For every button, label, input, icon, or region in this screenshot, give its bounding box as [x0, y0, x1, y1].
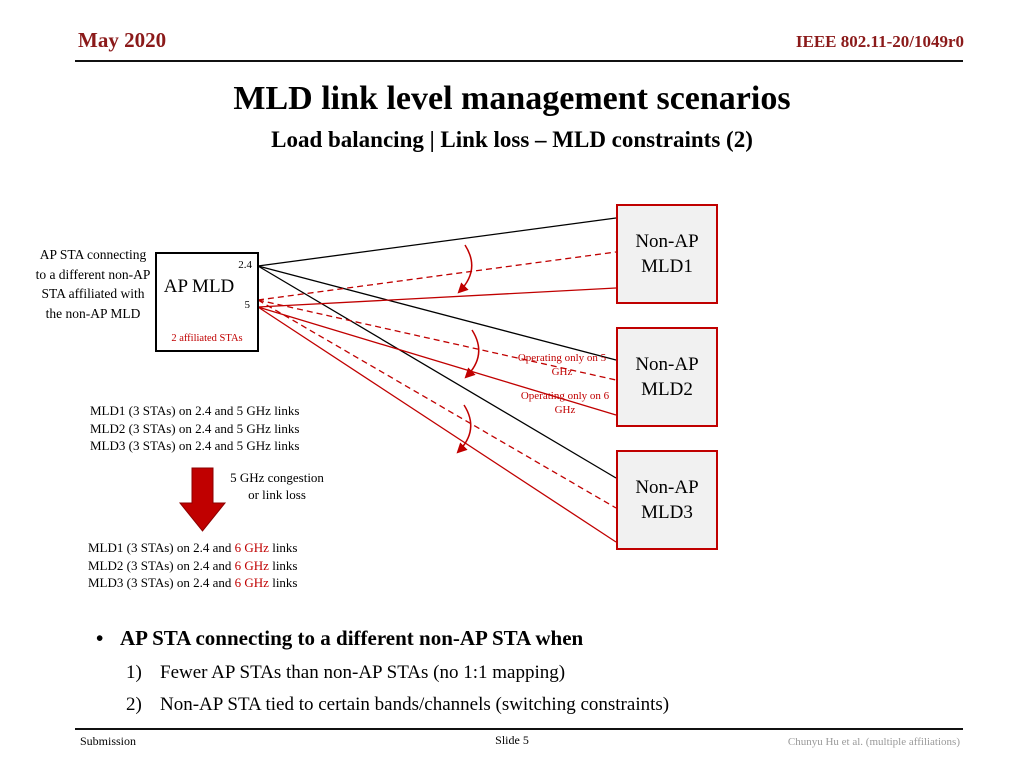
switch-arrow-2 — [464, 329, 480, 379]
link-5-mld1 — [257, 287, 617, 308]
non-ap-mld2-box: Non-AP MLD2 — [616, 327, 718, 427]
bullet-number: 1) — [126, 662, 142, 683]
bullet-number: 2) — [126, 694, 142, 715]
non-ap-mld3-label: Non-AP MLD3 — [635, 477, 699, 523]
list-item-prefix: MLD2 (3 STAs) on 2.4 and — [88, 557, 235, 573]
ap-mld-box: 2.4 5 AP MLD 2 affiliated STAs — [155, 252, 259, 352]
bullet-main: • AP STA connecting to a different non-AP… — [96, 626, 583, 651]
list-item: MLD1 (3 STAs) on 2.4 and 6 GHz links — [88, 539, 298, 557]
list-item-highlight: 6 GHz — [234, 540, 269, 555]
list-item: MLD2 (3 STAs) on 2.4 and 6 GHz links — [88, 557, 298, 575]
footer-submission: Submission — [80, 734, 137, 748]
list-item-suffix: links — [268, 540, 298, 555]
bullet-sub-text: Non-AP STA tied to certain bands/channel… — [160, 694, 670, 715]
list-item: MLD3 (3 STAs) on 2.4 and 6 GHz links — [88, 574, 298, 592]
list-item: MLD2 (3 STAs) on 2.4 and 5 GHz links — [90, 420, 300, 436]
list-item-suffix: links — [268, 575, 298, 590]
transition-label: 5 GHz congestion or link loss — [230, 470, 324, 502]
slide-title: MLD link level management scenarios — [233, 80, 791, 117]
header-doc-number: IEEE 802.11-20/1049r0 — [795, 32, 964, 51]
operating-6ghz-note: Operating only on 6 GHz — [520, 390, 610, 416]
list-item-prefix: MLD1 (3 STAs) on 2.4 and — [88, 540, 235, 555]
link-2-4-mld2 — [257, 265, 617, 361]
header-divider — [75, 60, 963, 62]
slide-subtitle: Load balancing | Link loss – MLD constra… — [271, 127, 753, 152]
list-item-prefix: MLD3 (3 STAs) on 2.4 and — [88, 575, 235, 590]
list-item-suffix: links — [268, 557, 298, 573]
down-arrow-icon — [178, 467, 227, 532]
port-label-5: 5 — [244, 299, 251, 311]
non-ap-mld1-box: Non-AP MLD1 — [616, 204, 718, 304]
non-ap-mld1-label: Non-AP MLD1 — [635, 231, 699, 277]
bullet-main-text: AP STA connecting to a different non-AP … — [120, 626, 584, 650]
list-item-highlight: 6 GHz — [234, 557, 269, 573]
non-ap-mld3-box: Non-AP MLD3 — [616, 450, 718, 550]
list-item: MLD3 (3 STAs) on 2.4 and 5 GHz links — [90, 438, 300, 453]
links-2-4ghz — [257, 217, 617, 479]
footer-divider — [75, 728, 963, 730]
bullet-marker: • — [96, 626, 104, 650]
link-2-4-mld1 — [257, 217, 617, 267]
list-item-highlight: 6 GHz — [234, 575, 269, 590]
switch-arrows — [456, 244, 480, 454]
link-5-mld3 — [257, 306, 617, 543]
switch-arrow-1 — [457, 244, 473, 294]
affiliated-stas-note: 2 affiliated STAs — [171, 333, 243, 344]
links-before-list: MLD1 (3 STAs) on 2.4 and 5 GHz links MLD… — [90, 402, 299, 455]
link-6-mld1 — [257, 251, 617, 301]
links-after-list: MLD1 (3 STAs) on 2.4 and 6 GHz links MLD… — [88, 539, 298, 592]
non-ap-mld2-label: Non-AP MLD2 — [635, 354, 699, 400]
ap-mld-label: AP MLD — [163, 276, 235, 297]
left-annotation: AP STA connecting to a different non-AP … — [35, 247, 151, 321]
list-item: MLD1 (3 STAs) on 2.4 and 5 GHz links — [90, 403, 300, 418]
bullet-sub-1: 1) Fewer AP STAs than non-AP STAs (no 1:1… — [126, 662, 565, 684]
bullet-sub-2: 2) Non-AP STA tied to certain bands/chann… — [126, 694, 669, 716]
footer-slide-number: Slide 5 — [495, 733, 529, 747]
operating-5ghz-note: Operating only on 5 GHz — [517, 352, 607, 378]
bullet-sub-text: Fewer AP STAs than non-AP STAs (no 1:1 m… — [160, 662, 566, 683]
header-date: May 2020 — [78, 28, 167, 52]
port-label-2-4: 2.4 — [238, 259, 252, 271]
footer-authors: Chunyu Hu et al. (multiple affiliations) — [787, 736, 960, 748]
switch-arrow-3 — [456, 404, 472, 454]
